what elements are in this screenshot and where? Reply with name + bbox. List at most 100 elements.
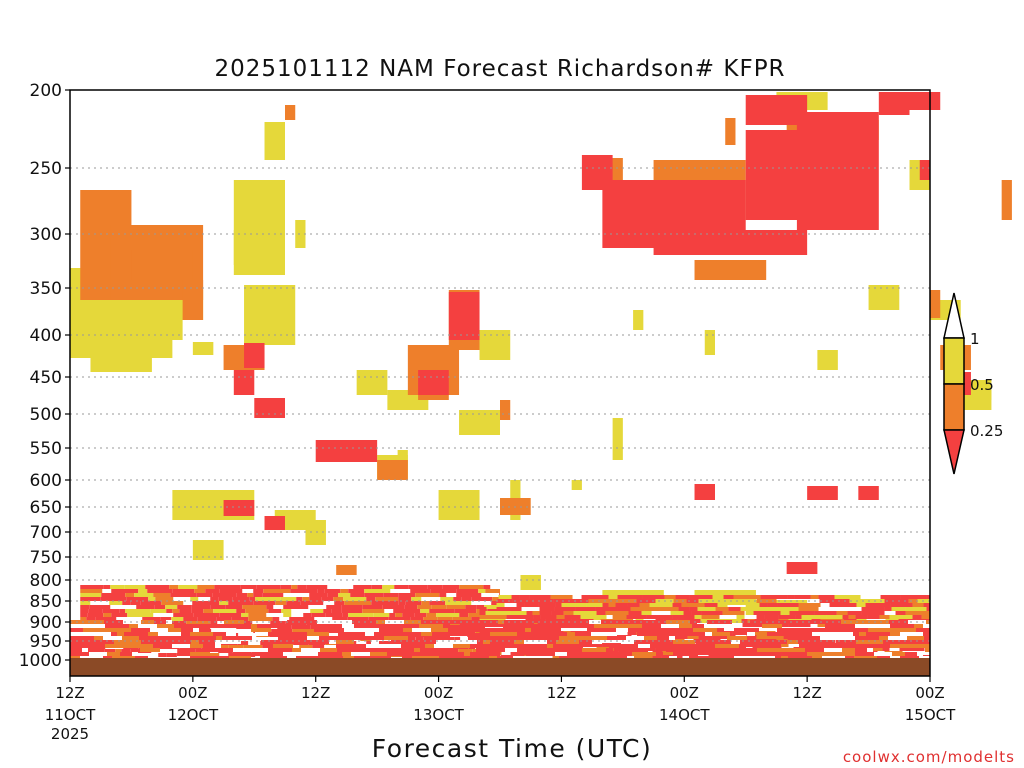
low-level-cell <box>581 624 594 628</box>
low-level-cell <box>323 609 332 613</box>
low-level-cell <box>581 652 600 656</box>
low-level-cell <box>456 589 479 593</box>
low-level-cell <box>245 609 269 613</box>
low-level-cell <box>525 619 546 623</box>
low-level-cell <box>331 624 342 628</box>
low-level-cell <box>211 629 222 633</box>
low-level-cell <box>341 609 363 613</box>
low-level-cell <box>408 636 415 640</box>
low-level-cell <box>94 636 103 640</box>
low-level-cell <box>890 632 900 636</box>
low-level-cell <box>792 628 813 632</box>
low-level-cell <box>471 617 483 621</box>
low-level-cell <box>105 624 129 628</box>
low-level-cell <box>588 599 603 603</box>
low-level-cell <box>617 595 643 599</box>
low-level-cell <box>340 589 349 593</box>
low-level-cell <box>786 648 805 652</box>
low-level-cell <box>81 652 89 656</box>
low-level-cell <box>425 644 434 648</box>
low-level-cell <box>912 603 924 607</box>
low-level-cell <box>342 624 354 628</box>
low-level-cell <box>160 617 172 621</box>
low-level-cell <box>676 628 693 632</box>
low-level-cell <box>701 611 723 615</box>
low-level-cell <box>524 603 539 607</box>
colorbar-label-1: 1 <box>970 330 980 348</box>
low-level-cell <box>125 593 135 597</box>
low-level-cell <box>637 632 657 636</box>
low-level-cell <box>698 644 715 648</box>
low-level-cell <box>836 611 848 615</box>
low-level-cell <box>231 617 249 621</box>
low-level-cell <box>798 640 812 644</box>
low-level-cell <box>402 613 415 617</box>
low-level-cell <box>642 628 661 632</box>
low-level-cell <box>387 624 402 628</box>
low-level-cell <box>253 589 264 593</box>
low-level-cell <box>332 617 348 621</box>
low-level-cell <box>867 615 880 619</box>
low-level-cell <box>124 585 146 589</box>
low-level-cell <box>877 644 890 648</box>
low-level-cell <box>616 628 628 632</box>
low-level-cell <box>158 632 181 636</box>
low-level-cell <box>86 617 96 621</box>
credit-link[interactable]: coolwx.com/modelts <box>843 748 1015 766</box>
low-level-cell <box>490 640 502 644</box>
low-level-cell <box>109 601 123 605</box>
low-level-cell <box>866 632 878 636</box>
low-level-cell <box>575 643 603 647</box>
low-level-cell <box>553 644 562 648</box>
low-level-cell <box>556 615 565 619</box>
low-level-cell <box>491 601 500 605</box>
low-level-cell <box>757 648 771 652</box>
low-level-cell <box>606 648 613 652</box>
low-level-cell <box>309 593 328 597</box>
low-level-cell <box>801 615 827 619</box>
low-level-cell <box>602 643 610 647</box>
low-level-cell <box>297 585 307 589</box>
low-level-cell <box>630 607 645 611</box>
low-level-cell <box>474 628 490 632</box>
low-level-cell <box>683 644 698 648</box>
low-level-cell <box>231 636 252 640</box>
low-level-cell <box>529 595 551 599</box>
low-level-cell <box>454 609 477 613</box>
low-level-cell <box>115 649 122 653</box>
y-tick-label-1000: 1000 <box>19 651 62 671</box>
low-level-cell <box>173 613 194 617</box>
low-level-cell <box>210 621 218 625</box>
low-level-cell <box>681 603 705 607</box>
low-level-cell <box>725 619 742 623</box>
low-level-cell <box>336 644 359 648</box>
low-level-cell <box>538 603 556 607</box>
low-level-cell <box>243 645 263 649</box>
low-level-cell <box>692 624 704 628</box>
low-level-cell <box>794 595 811 599</box>
low-level-cell <box>880 595 901 599</box>
low-level-cell <box>420 609 430 613</box>
low-level-cell <box>283 652 297 656</box>
yellow-cell <box>571 480 582 490</box>
low-level-cell <box>836 652 855 656</box>
low-level-cell <box>752 652 772 656</box>
low-level-cell <box>732 631 754 635</box>
low-level-cell <box>70 652 81 656</box>
low-level-cell <box>80 649 105 653</box>
low-level-cell <box>691 611 702 615</box>
low-level-cell <box>191 605 211 609</box>
low-level-cell <box>169 585 179 589</box>
low-level-cell <box>441 625 463 629</box>
low-level-cell <box>547 640 556 644</box>
low-level-cell <box>80 597 101 601</box>
low-level-cell <box>169 621 187 625</box>
low-level-cell <box>634 640 642 644</box>
orange-cell <box>500 400 511 420</box>
low-level-cell <box>383 593 399 597</box>
red-cell <box>448 292 480 340</box>
low-level-cell <box>459 613 469 617</box>
low-level-cell <box>623 648 648 652</box>
low-level-cell <box>179 609 192 613</box>
low-level-cell <box>510 651 538 655</box>
